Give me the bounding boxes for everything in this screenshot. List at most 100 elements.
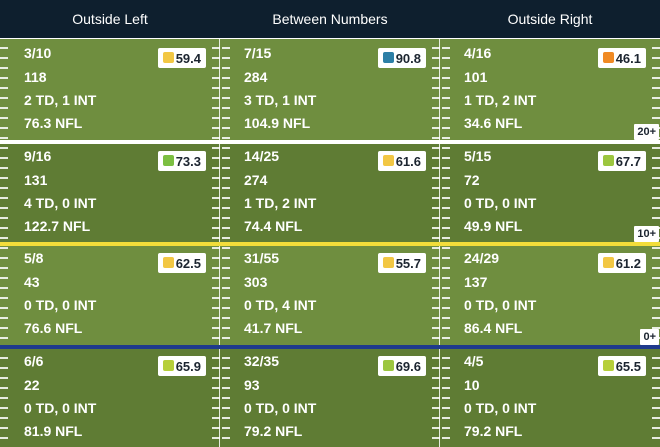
hash-mark — [432, 177, 440, 179]
hash-mark — [442, 227, 450, 229]
hash-mark — [222, 167, 230, 169]
td-int: 0 TD, 0 INT — [24, 297, 97, 313]
hash-mark — [652, 157, 660, 159]
hash-mark — [432, 387, 440, 389]
td-int: 0 TD, 0 INT — [24, 400, 97, 416]
hash-mark — [212, 197, 220, 199]
hash-mark — [212, 297, 220, 299]
zone-cell[interactable]: 24/29 137 0 TD, 0 INT 86.4 NFL 61.2 — [440, 244, 660, 344]
hash-mark — [0, 97, 8, 99]
hash-mark — [212, 107, 220, 109]
hash-mark — [222, 387, 230, 389]
zone-cell[interactable]: 7/15 284 3 TD, 1 INT 104.9 NFL 90.8 — [220, 39, 440, 139]
grade-value: 73.3 — [175, 153, 201, 169]
grade-color-swatch — [603, 360, 614, 371]
hash-mark — [432, 307, 440, 309]
hash-mark — [652, 407, 660, 409]
hash-mark — [442, 267, 450, 269]
hash-mark — [222, 47, 230, 49]
yards: 101 — [464, 69, 488, 85]
hash-mark — [0, 267, 8, 269]
hash-mark — [442, 107, 450, 109]
hash-mark — [212, 77, 220, 79]
zone-cell[interactable]: 3/10 118 2 TD, 1 INT 76.3 NFL 59.4 — [0, 39, 220, 139]
hash-mark — [442, 137, 450, 139]
completions-attempts: 4/16 — [464, 45, 492, 61]
grade-badge: 59.4 — [158, 48, 206, 68]
zone-row — [0, 244, 660, 347]
hash-mark — [0, 77, 8, 79]
hash-mark — [432, 107, 440, 109]
hash-mark — [0, 377, 8, 379]
completions-attempts: 4/5 — [464, 353, 484, 369]
grade-value: 90.8 — [395, 50, 421, 66]
hash-mark — [0, 147, 8, 149]
grade-badge: 46.1 — [598, 48, 646, 68]
zone-cell[interactable]: 4/5 10 0 TD, 0 INT 79.2 NFL 65.5 — [440, 347, 660, 447]
hash-mark — [0, 107, 8, 109]
grade-color-swatch — [383, 52, 394, 63]
hash-mark — [442, 367, 450, 369]
hash-mark — [432, 317, 440, 319]
hash-mark — [442, 417, 450, 419]
zone-cell[interactable]: 32/35 93 0 TD, 0 INT 79.2 NFL 69.6 — [220, 347, 440, 447]
hash-mark — [222, 397, 230, 399]
hash-mark — [212, 337, 220, 339]
grade-badge: 67.7 — [598, 151, 646, 171]
grade-value: 59.4 — [175, 50, 201, 66]
hash-mark — [212, 167, 220, 169]
hash-mark — [432, 187, 440, 189]
zone-row — [0, 142, 660, 244]
hash-mark — [212, 117, 220, 119]
td-int: 0 TD, 0 INT — [244, 400, 317, 416]
hash-mark — [222, 147, 230, 149]
hash-mark — [442, 77, 450, 79]
zone-cell[interactable]: 5/15 72 0 TD, 0 INT 49.9 NFL 67.7 — [440, 142, 660, 242]
hash-mark — [442, 427, 450, 429]
hash-mark — [652, 177, 660, 179]
hash-mark — [442, 297, 450, 299]
hash-mark — [222, 217, 230, 219]
hash-mark — [442, 377, 450, 379]
hash-mark — [652, 397, 660, 399]
hash-mark — [442, 277, 450, 279]
hash-mark — [432, 117, 440, 119]
hash-mark — [652, 167, 660, 169]
hash-mark — [0, 437, 8, 439]
zone-cell[interactable]: 4/16 101 1 TD, 2 INT 34.6 NFL 46.1 — [440, 39, 660, 139]
hash-mark — [212, 257, 220, 259]
yards: 22 — [24, 377, 40, 393]
hash-mark — [222, 307, 230, 309]
completions-attempts: 6/6 — [24, 353, 44, 369]
yard-marker: 20+ — [634, 124, 659, 140]
zone-cell[interactable]: 31/55 303 0 TD, 4 INT 41.7 NFL 55.7 — [220, 244, 440, 344]
hash-mark — [442, 247, 450, 249]
hash-mark — [652, 257, 660, 259]
hash-mark — [222, 187, 230, 189]
zone-cell[interactable]: 6/6 22 0 TD, 0 INT 81.9 NFL 65.9 — [0, 347, 220, 447]
zone-cell[interactable]: 9/16 131 4 TD, 0 INT 122.7 NFL 73.3 — [0, 142, 220, 242]
hash-mark — [222, 287, 230, 289]
column-header-outside-right: Outside Right — [507, 11, 593, 27]
td-int: 3 TD, 1 INT — [244, 92, 317, 108]
hash-mark — [222, 157, 230, 159]
hash-mark — [212, 127, 220, 129]
zone-cell[interactable]: 5/8 43 0 TD, 0 INT 76.6 NFL 62.5 — [0, 244, 220, 344]
hash-mark — [222, 297, 230, 299]
hash-mark — [212, 387, 220, 389]
hash-mark — [0, 407, 8, 409]
hash-mark — [432, 137, 440, 139]
hash-mark — [212, 267, 220, 269]
hash-mark — [432, 407, 440, 409]
hash-mark — [222, 357, 230, 359]
hash-mark — [0, 197, 8, 199]
hash-mark — [0, 357, 8, 359]
hash-mark — [0, 397, 8, 399]
hash-mark — [0, 167, 8, 169]
hash-mark — [432, 297, 440, 299]
hash-mark — [212, 137, 220, 139]
hash-mark — [0, 277, 8, 279]
hash-mark — [432, 257, 440, 259]
zone-cell[interactable]: 14/25 274 1 TD, 2 INT 74.4 NFL 61.6 — [220, 142, 440, 242]
hash-mark — [0, 307, 8, 309]
